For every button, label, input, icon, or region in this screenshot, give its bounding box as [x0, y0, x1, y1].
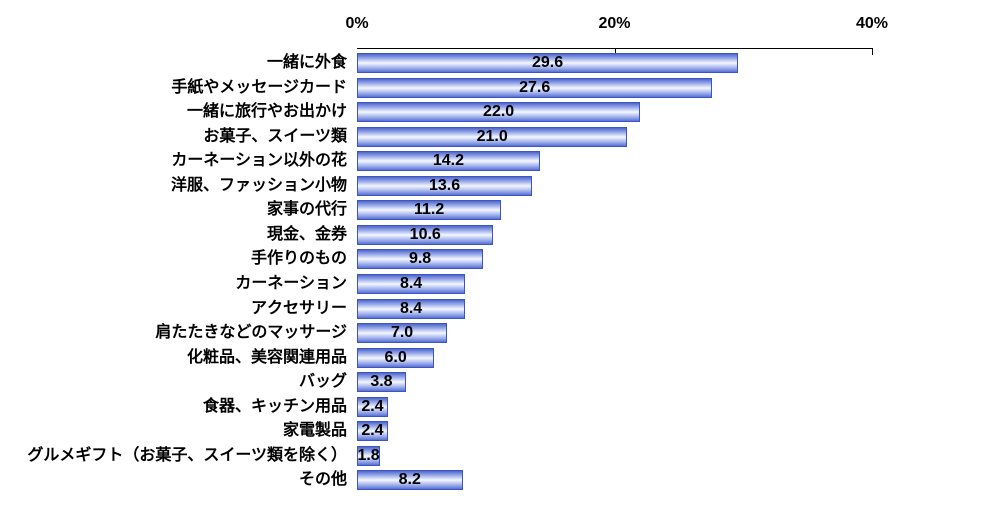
- category-label: お菓子、スイーツ類: [203, 127, 347, 145]
- category-label: 食器、キッチン用品: [202, 397, 347, 415]
- bar: 10.6: [357, 224, 494, 245]
- bar-value-label: 21.0: [476, 127, 508, 145]
- category-label: バッグ: [298, 373, 347, 391]
- bar-value-label: 6.0: [384, 348, 407, 366]
- category-label: カーネーション以外の花: [171, 152, 347, 170]
- category-label: 肩たたきなどのマッサージ: [155, 324, 347, 342]
- x-axis-tick-mark: [614, 48, 616, 55]
- bar: 29.6: [357, 53, 739, 73]
- category-label: 一緒に外食: [266, 54, 347, 71]
- bar-value-label: 9.8: [408, 250, 432, 268]
- bar-value-label: 2.4: [361, 422, 384, 440]
- bar-value-label: 22.0: [483, 103, 515, 121]
- bar-value-label: 8.2: [398, 471, 421, 489]
- bar-value-label: 10.6: [409, 225, 441, 243]
- category-label: 洋服、ファッション小物: [170, 176, 347, 194]
- bar-value-label: 1.8: [357, 446, 380, 464]
- bar: 7.0: [357, 323, 448, 344]
- bar-value-label: 7.0: [390, 324, 414, 342]
- bar: 6.0: [357, 347, 435, 368]
- bar: 11.2: [357, 200, 502, 221]
- bar-value-label: 27.6: [519, 78, 551, 96]
- category-label: 手作りのもの: [250, 250, 347, 268]
- bar: 8.2: [357, 470, 463, 491]
- category-label: 手紙やメッセージカード: [171, 78, 347, 96]
- bar-value-label: 2.4: [361, 397, 384, 415]
- category-label: 化粧品、美容関連用品: [186, 348, 347, 366]
- x-axis-tick-mark: [872, 48, 873, 55]
- bar: 2.4: [357, 396, 388, 417]
- bar-value-label: 13.6: [428, 176, 461, 194]
- x-axis-tick-label: 0%: [345, 15, 369, 32]
- category-label: 家事の代行: [266, 201, 347, 219]
- bar: 21.0: [357, 126, 628, 147]
- bar-value-label: 8.4: [399, 274, 423, 292]
- bar: 2.4: [357, 421, 388, 442]
- bar: 22.0: [357, 102, 641, 123]
- bar-value-label: 3.8: [370, 373, 393, 391]
- bar: 9.8: [357, 249, 484, 270]
- category-label: アクセサリー: [250, 299, 347, 317]
- bar: 8.4: [357, 273, 466, 294]
- bar-value-label: 11.2: [413, 201, 445, 219]
- category-label: カーネーション: [235, 274, 347, 292]
- x-axis-tick-label: 40%: [855, 15, 889, 32]
- category-label: 現金、金券: [266, 225, 347, 243]
- bar-value-label: 29.6: [531, 54, 564, 71]
- bar: 14.2: [357, 151, 540, 172]
- bar-value-label: 8.4: [399, 299, 423, 317]
- bar: 1.8: [357, 445, 381, 466]
- category-label: その他: [298, 471, 347, 489]
- x-axis-tick-label: 20%: [598, 15, 631, 32]
- category-label: グルメギフト（お菓子、スイーツ類を除く）: [27, 446, 347, 464]
- bar: 13.6: [357, 175, 533, 196]
- bar: 8.4: [357, 298, 466, 319]
- bar-value-label: 14.2: [432, 152, 464, 170]
- category-label: 家電製品: [282, 422, 347, 440]
- bar: 27.6: [357, 77, 713, 98]
- category-label: 一緒に旅行やお出かけ: [186, 103, 347, 121]
- bar: 3.8: [357, 372, 406, 393]
